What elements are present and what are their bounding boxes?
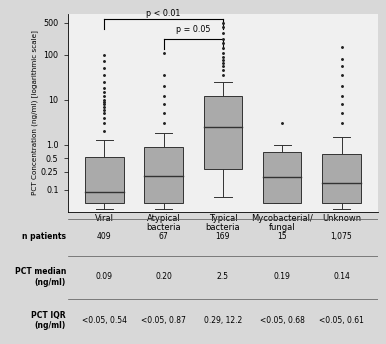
Text: n patients: n patients — [22, 233, 66, 241]
Text: 0.19: 0.19 — [274, 272, 291, 281]
Bar — [204, 96, 242, 169]
Y-axis label: PCT Concentration (ng/ml) [logarithmic scale]: PCT Concentration (ng/ml) [logarithmic s… — [31, 30, 38, 195]
Bar — [322, 154, 361, 203]
Text: 67: 67 — [159, 233, 169, 241]
Text: 0.14: 0.14 — [333, 272, 350, 281]
Text: 0.29, 12.2: 0.29, 12.2 — [204, 316, 242, 325]
Text: <0.05, 0.68: <0.05, 0.68 — [260, 316, 305, 325]
Text: 169: 169 — [216, 233, 230, 241]
Text: <0.05, 0.87: <0.05, 0.87 — [141, 316, 186, 325]
Bar — [263, 152, 301, 203]
Text: <0.05, 0.54: <0.05, 0.54 — [82, 316, 127, 325]
Text: PCT median
(ng/ml): PCT median (ng/ml) — [15, 267, 66, 287]
Bar — [85, 157, 124, 203]
Text: 0.20: 0.20 — [155, 272, 172, 281]
Text: p < 0.01: p < 0.01 — [146, 9, 181, 18]
Text: 1,075: 1,075 — [331, 233, 352, 241]
Text: 409: 409 — [97, 233, 112, 241]
Text: p = 0.05: p = 0.05 — [176, 25, 210, 34]
Text: 0.09: 0.09 — [96, 272, 113, 281]
Text: 15: 15 — [278, 233, 287, 241]
Text: 2.5: 2.5 — [217, 272, 229, 281]
Text: PCT IQR
(ng/ml): PCT IQR (ng/ml) — [31, 311, 66, 331]
Text: <0.05, 0.61: <0.05, 0.61 — [319, 316, 364, 325]
Bar — [144, 148, 183, 203]
